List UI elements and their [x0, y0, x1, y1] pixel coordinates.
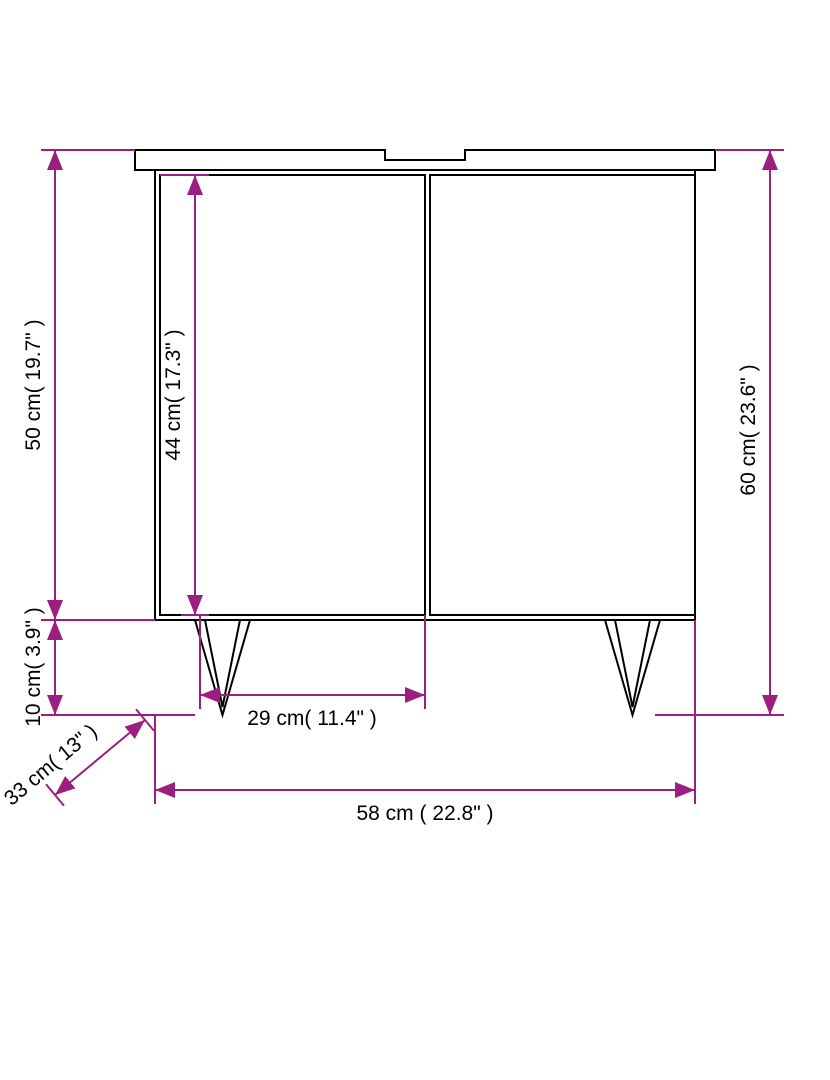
cabinet-dimension-diagram: 50 cm( 19.7" ) 44 cm( 17.3" ) 60 cm( 23.6"… [0, 0, 830, 1080]
dim-label-height_50: 50 cm( 19.7" ) [22, 319, 45, 450]
dim-label-height_44: 44 cm( 17.3" ) [162, 329, 185, 460]
dim-label-height_10: 10 cm( 3.9" ) [22, 607, 45, 727]
leg-hairpin-inner [205, 620, 240, 707]
cabinet-door-left [160, 175, 425, 615]
cabinet-top-panel [135, 150, 715, 170]
dimension-labels: 50 cm( 19.7" ) 44 cm( 17.3" ) 60 cm( 23.6"… [0, 319, 760, 825]
dim-ext [46, 784, 64, 806]
dim-label-width_58: 58 cm ( 22.8" ) [356, 802, 493, 825]
dimension-lines [41, 150, 784, 806]
leg-hairpin-inner [615, 620, 650, 707]
leg-hairpin [195, 620, 250, 715]
cabinet-door-right [430, 175, 695, 615]
dim-label-width_29: 29 cm( 11.4" ) [247, 707, 377, 730]
dim-label-depth_33: 33 cm( 13" ) [0, 720, 102, 811]
leg-hairpin [605, 620, 660, 715]
dim-ext [136, 709, 154, 731]
dim-label-height_60: 60 cm( 23.6" ) [737, 364, 760, 495]
cabinet-legs [195, 620, 660, 715]
